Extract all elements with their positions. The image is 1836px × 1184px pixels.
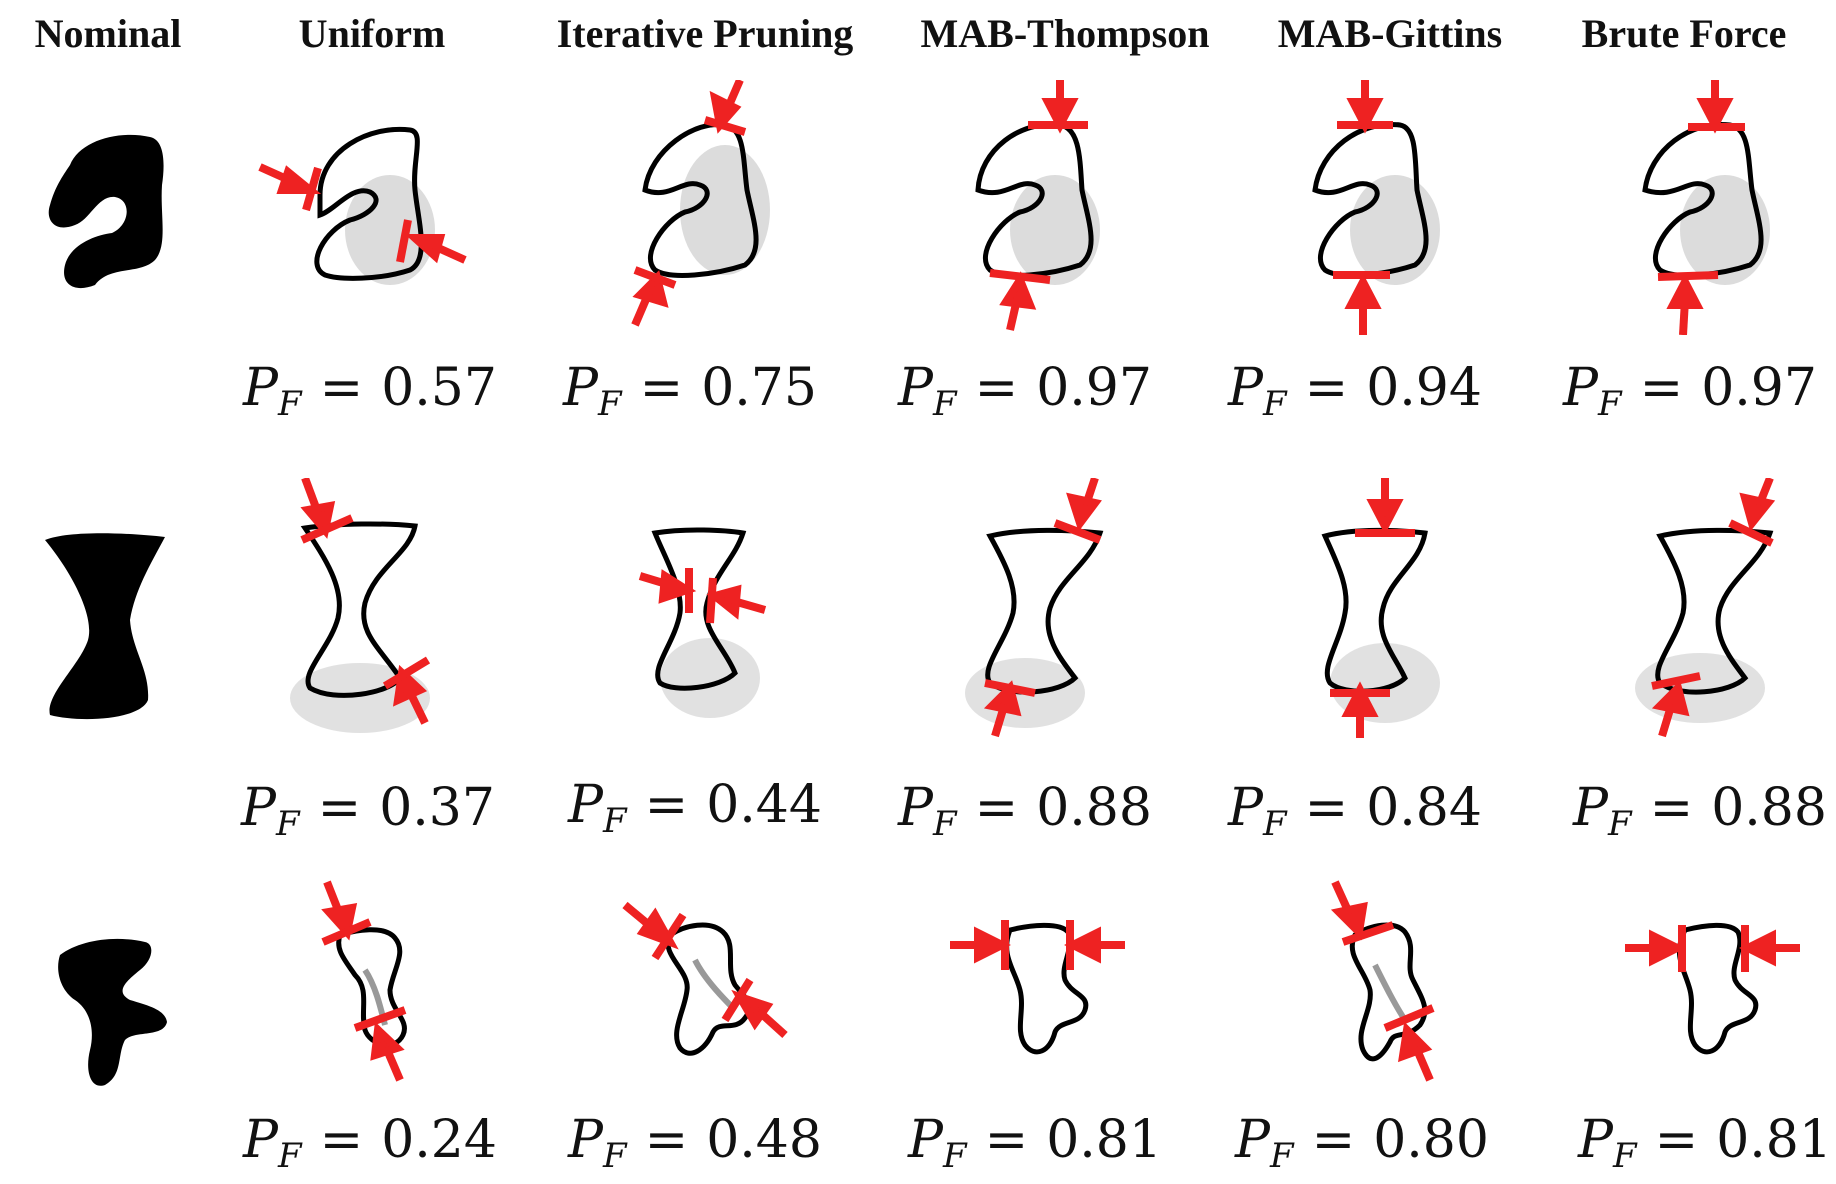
panel-row2-thompson (910, 478, 1170, 738)
header-iterative-pruning: Iterative Pruning (556, 11, 854, 56)
shape-outline (314, 126, 424, 281)
pf-row2-thompson: PF = 0.88 (898, 778, 1152, 844)
nominal-shape-row-3 (55, 930, 185, 1090)
shape-outline (1321, 527, 1428, 694)
panel-row3-thompson (910, 860, 1170, 1095)
panel-row1-iterative (575, 80, 835, 335)
shape-outline (336, 927, 407, 1048)
pf-row2-gittins: PF = 0.84 (1228, 778, 1482, 844)
nominal-shape-3 (58, 938, 167, 1086)
pf-row1-iterative: PF = 0.75 (563, 358, 817, 424)
header-uniform: Uniform (298, 11, 446, 56)
pf-row1-brute: PF = 0.97 (1563, 358, 1817, 424)
header-mab-thompson: MAB-Thompson (920, 11, 1210, 56)
panel-row1-thompson (910, 80, 1170, 335)
panel-row3-iterative (575, 860, 835, 1095)
panel-row2-uniform (240, 478, 500, 738)
header-nominal: Nominal (34, 11, 182, 56)
panel-row2-gittins (1245, 478, 1505, 738)
pf-row1-gittins: PF = 0.94 (1228, 358, 1482, 424)
header-mab-gittins: MAB-Gittins (1277, 11, 1503, 56)
pf-row3-iterative: PF = 0.48 (568, 1110, 822, 1176)
shape-outline (1349, 922, 1428, 1062)
pf-row3-gittins: PF = 0.80 (1235, 1110, 1489, 1176)
header-brute-force: Brute Force (1581, 11, 1787, 56)
pf-row3-thompson: PF = 0.81 (908, 1110, 1162, 1176)
nominal-shape-row-1 (40, 125, 170, 290)
pf-row3-brute: PF = 0.81 (1578, 1110, 1832, 1176)
panel-row2-brute (1580, 478, 1836, 738)
panel-row1-gittins (1245, 80, 1505, 335)
nominal-shape-2 (45, 533, 165, 720)
pf-row2-uniform: PF = 0.37 (241, 778, 495, 844)
panel-row1-uniform (240, 80, 500, 335)
panel-row3-gittins (1255, 860, 1510, 1095)
pf-row2-brute: PF = 0.88 (1573, 778, 1827, 844)
shape-outline (651, 527, 747, 691)
shape-outline (985, 527, 1104, 695)
pf-row1-thompson: PF = 0.97 (898, 358, 1152, 424)
pf-row3-uniform: PF = 0.24 (243, 1110, 497, 1176)
panel-row1-brute (1580, 80, 1836, 335)
pf-row2-iterative: PF = 0.44 (568, 775, 822, 841)
panel-row3-brute (1580, 860, 1836, 1095)
nominal-shape-row-2 (40, 525, 170, 725)
pf-row1-uniform: PF = 0.57 (243, 358, 497, 424)
panel-row3-uniform (245, 860, 500, 1095)
shape-outline (1676, 922, 1759, 1055)
nominal-shape-1 (48, 134, 164, 289)
shape-outline (1655, 527, 1774, 695)
panel-row2-iterative (575, 478, 835, 738)
shape-outline (665, 922, 752, 1056)
